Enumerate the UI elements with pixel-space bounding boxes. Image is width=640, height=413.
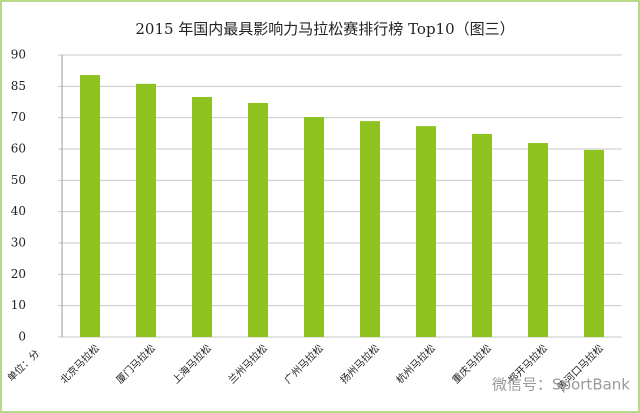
x-tick-label: 扬州马拉松 xyxy=(337,342,382,387)
y-tick-label: 70 xyxy=(11,110,26,124)
bar xyxy=(584,149,604,337)
bar xyxy=(416,126,436,337)
y-tick-label: 40 xyxy=(11,204,26,218)
x-tick-label: 广州马拉松 xyxy=(281,342,326,387)
y-tick-label: 10 xyxy=(11,298,26,312)
bar xyxy=(136,83,156,338)
y-tick-label: 60 xyxy=(11,142,26,156)
unit-label: 单位：分 xyxy=(4,347,41,384)
x-tick-label: 厦门马拉松 xyxy=(113,342,158,387)
bar xyxy=(192,96,212,337)
x-tick-label: 上海马拉松 xyxy=(169,342,214,387)
bar xyxy=(80,75,100,337)
bar xyxy=(472,133,492,337)
y-tick-label: 90 xyxy=(11,48,26,62)
x-tick-label: 兰州马拉松 xyxy=(225,342,270,387)
y-tick-label: 85 xyxy=(11,79,26,93)
bar xyxy=(528,143,548,337)
y-tick-label: 0 xyxy=(18,330,26,344)
bar xyxy=(304,117,324,337)
x-tick-label: 杭州马拉松 xyxy=(393,342,438,387)
bar xyxy=(248,102,268,337)
bar xyxy=(360,121,380,337)
y-tick-label: 50 xyxy=(11,173,26,187)
y-tick-label: 30 xyxy=(11,236,26,250)
watermark: 微信号：SportBank xyxy=(492,376,630,394)
x-tick-label: 重庆马拉松 xyxy=(449,342,494,387)
y-tick-label: 20 xyxy=(11,267,26,281)
x-tick-label: 北京马拉松 xyxy=(57,342,102,387)
chart-title: 2015 年国内最具影响力马拉松赛排行榜 Top10（图三） xyxy=(135,20,514,38)
